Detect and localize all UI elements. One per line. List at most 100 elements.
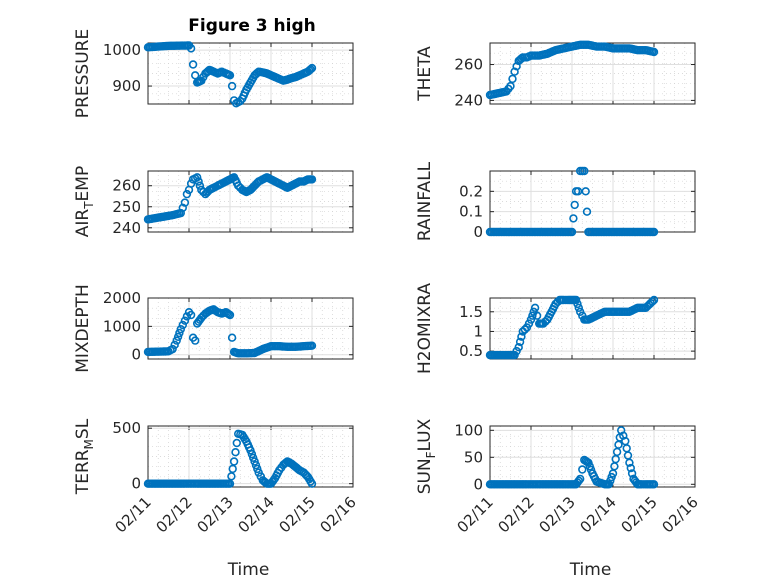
data-point [520,325,530,334]
x-tick-label: 02/16 [317,493,360,536]
axes-border [147,297,354,360]
data-point [530,303,540,312]
data-point [168,344,177,354]
y-tick-label: 1 [473,322,483,340]
data-point [307,175,317,184]
data-point [514,343,523,352]
data-point [246,446,255,455]
y-tick-label: 500 [112,419,141,437]
data-point [193,173,202,182]
y-label-subscript: T [82,201,96,210]
data-point [231,448,240,457]
y-label-subscript: M [82,439,96,449]
y-tick-label: 0 [473,223,483,241]
y-label-text: PRESSURE [73,29,93,118]
data-point [186,44,196,53]
y-tick-label: 0.1 [459,203,483,221]
data-point [228,464,237,474]
data-point [225,71,235,80]
data-point [508,74,517,84]
data-point [627,469,637,478]
x-tick-label: 02/12 [153,493,196,536]
y-tick-label: 900 [112,77,141,95]
y-axis-label: AIRTEMP [73,166,96,237]
y-label-text: MIXDEPTH [73,284,93,373]
subplot-sunflux: 0 50 100 SUNFLUX 02/1102/1202/1302/1402/1502… [415,418,702,580]
data-point [649,47,659,57]
y-axis-label: H2OMIXRA [415,283,435,374]
x-tick-label: 02/14 [235,493,278,536]
data-point [510,350,519,360]
data-point [249,453,258,462]
y-tick-label: 0 [131,346,141,364]
data-point [532,311,542,320]
axes-border [489,425,696,488]
data-point [582,207,592,216]
y-label-text: RAINFALL [415,161,435,241]
y-tick-label: 240 [454,91,483,109]
y-label-text: AIR [73,209,93,238]
data-point [172,336,181,345]
y-axis-label: MIXDEPTH [73,284,93,373]
data-point [182,189,192,199]
subplot-terrmsl: 0 500 TERRMSL 02/1102/1202/1302/1402/1502/1… [73,418,360,580]
axes-border [147,425,354,488]
data-point [225,479,235,488]
x-tick-label: 02/15 [618,493,661,536]
y-tick-label: 0 [473,475,483,493]
y-tick-label: 0.5 [459,342,483,360]
data-point [180,198,190,207]
data-point [517,332,526,341]
data-point [307,479,317,488]
y-label-text: H2OMIXRA [415,283,435,374]
data-point [195,181,205,190]
x-tick-label: 02/13 [536,493,579,536]
data-point [581,187,590,196]
data-point [227,333,237,342]
data-point [526,315,536,324]
x-axis-label: Time [227,560,270,580]
subplot-rainfall: 0 0.1 0.2 RAINFALL [415,161,696,241]
data-point [173,332,183,341]
data-point [247,449,257,459]
data-point [625,458,634,467]
data-point [253,464,262,474]
data-point [186,179,196,188]
y-tick-label: 2000 [103,289,141,307]
data-point [578,465,587,474]
subplot-airtemp: 240 250 260 AIRTEMP [73,166,354,237]
axes-border [147,42,354,105]
data-point [515,337,525,347]
data-point [175,328,184,338]
y-label-text: TERR [73,449,93,495]
data-point [649,227,659,237]
x-tick-label: 02/12 [495,493,538,536]
x-tick-label: 02/11 [454,493,497,536]
data-point [186,310,196,320]
y-axis-label: THETA [415,46,435,102]
data-point [574,476,583,485]
data-point [227,81,237,91]
y-axis-label: TERRMSL [73,418,96,495]
data-point [648,297,657,306]
data-point [524,319,534,328]
data-point [170,340,179,349]
y-label-subscript: F [424,451,438,458]
data-point [191,336,200,345]
axes-border [489,297,696,360]
x-tick-label: 02/11 [112,493,155,536]
data-point [575,474,585,484]
data-point [232,438,242,448]
data-point [626,463,635,473]
x-axis-label: Time [569,560,612,580]
y-label-text: EMP [73,166,93,202]
data-point [569,214,578,223]
y-label-text: LUX [415,418,435,451]
y-axis-label: PRESSURE [73,29,93,118]
data-point [528,311,537,320]
data-point [182,312,192,321]
x-tick-label: 02/14 [577,493,620,536]
y-tick-label: 50 [464,448,483,466]
y-tick-label: 260 [112,177,141,195]
